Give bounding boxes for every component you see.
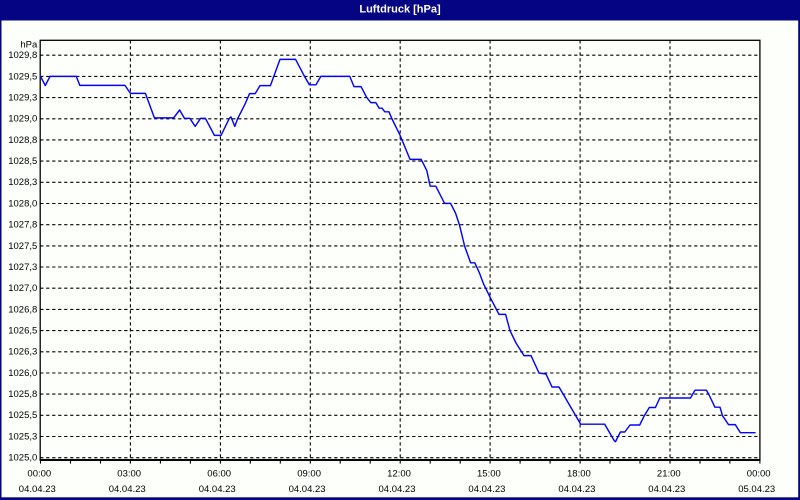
svg-text:1026,8: 1026,8 (8, 304, 37, 315)
svg-text:00:00: 00:00 (27, 469, 51, 480)
svg-text:1029,8: 1029,8 (8, 50, 37, 61)
svg-text:1027,0: 1027,0 (8, 283, 37, 294)
svg-text:1028,3: 1028,3 (8, 177, 37, 188)
svg-text:06:00: 06:00 (207, 469, 231, 480)
svg-text:1026,5: 1026,5 (8, 326, 37, 337)
svg-text:1029,0: 1029,0 (8, 114, 37, 125)
svg-text:Luftdruck [hPa]: Luftdruck [hPa] (359, 3, 441, 15)
svg-text:04.04.23: 04.04.23 (648, 484, 685, 495)
svg-text:04.04.23: 04.04.23 (558, 484, 595, 495)
svg-text:1028,5: 1028,5 (8, 156, 37, 167)
svg-text:1025,0: 1025,0 (8, 453, 37, 464)
svg-text:04.04.23: 04.04.23 (199, 484, 236, 495)
svg-text:18:00: 18:00 (567, 469, 591, 480)
svg-text:1027,8: 1027,8 (8, 220, 37, 231)
svg-text:12:00: 12:00 (387, 469, 411, 480)
svg-text:21:00: 21:00 (657, 469, 681, 480)
svg-text:1027,3: 1027,3 (8, 262, 37, 273)
svg-text:1026,3: 1026,3 (8, 347, 37, 358)
svg-text:04.04.23: 04.04.23 (289, 484, 326, 495)
svg-text:05.04.23: 05.04.23 (738, 484, 775, 495)
svg-text:1029,5: 1029,5 (8, 71, 37, 82)
svg-text:1027,5: 1027,5 (8, 241, 37, 252)
svg-text:04.04.23: 04.04.23 (109, 484, 146, 495)
svg-text:03:00: 03:00 (117, 469, 141, 480)
svg-text:15:00: 15:00 (477, 469, 501, 480)
svg-text:hPa: hPa (20, 40, 38, 51)
svg-text:1025,5: 1025,5 (8, 410, 37, 421)
svg-text:1028,0: 1028,0 (8, 198, 37, 209)
svg-text:1025,8: 1025,8 (8, 389, 37, 400)
svg-text:1029,3: 1029,3 (8, 93, 37, 104)
svg-text:1025,3: 1025,3 (8, 431, 37, 442)
svg-text:04.04.23: 04.04.23 (468, 484, 505, 495)
svg-text:04.04.23: 04.04.23 (19, 484, 56, 495)
svg-text:1026,0: 1026,0 (8, 368, 37, 379)
svg-text:00:00: 00:00 (747, 469, 771, 480)
svg-text:04.04.23: 04.04.23 (379, 484, 416, 495)
svg-text:09:00: 09:00 (297, 469, 321, 480)
svg-text:1028,8: 1028,8 (8, 135, 37, 146)
